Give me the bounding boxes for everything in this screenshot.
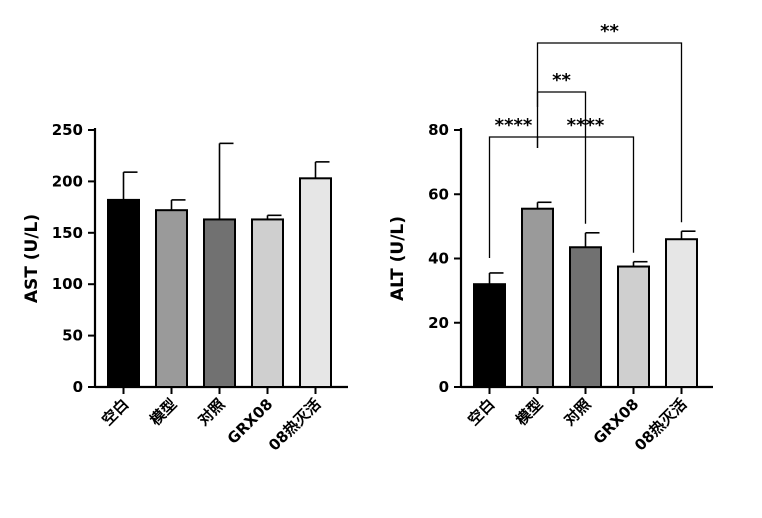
y-tick-label: 40 (428, 250, 449, 268)
y-tick-label: 60 (428, 185, 449, 203)
bar (107, 198, 140, 388)
bar (569, 246, 602, 388)
y-tick-label: 80 (428, 121, 449, 139)
bar (251, 218, 284, 388)
y-axis-title: ALT (U/L) (388, 216, 408, 301)
category-label: 对照 (194, 395, 228, 429)
category-label: 模型 (512, 395, 546, 429)
y-tick-label: 0 (439, 378, 449, 396)
bar (203, 218, 236, 388)
significance-bracket (536, 91, 587, 224)
significance-label: ** (600, 21, 619, 42)
y-axis-title: AST (U/L) (22, 214, 42, 303)
category-label: 08热灭活 (265, 395, 324, 454)
bar (155, 209, 188, 388)
category-label: 08热灭活 (631, 395, 690, 454)
bar (665, 238, 698, 388)
bar (299, 177, 332, 388)
y-tick-label: 250 (52, 121, 83, 139)
category-label: 空白 (464, 395, 498, 429)
bar (521, 207, 554, 388)
category-label: 空白 (98, 395, 132, 429)
category-label: 对照 (560, 395, 594, 429)
y-tick-label: 0 (73, 378, 83, 396)
y-tick-label: 20 (428, 314, 449, 332)
significance-bracket (536, 42, 683, 223)
bar (473, 283, 506, 389)
significance-label: ** (552, 70, 571, 91)
y-tick-label: 50 (62, 327, 83, 345)
category-label: 模型 (146, 395, 180, 429)
y-tick-label: 150 (52, 224, 83, 242)
y-tick-label: 200 (52, 172, 83, 190)
bar (617, 265, 650, 388)
significance-label: **** (495, 115, 533, 136)
y-tick-label: 100 (52, 275, 83, 293)
